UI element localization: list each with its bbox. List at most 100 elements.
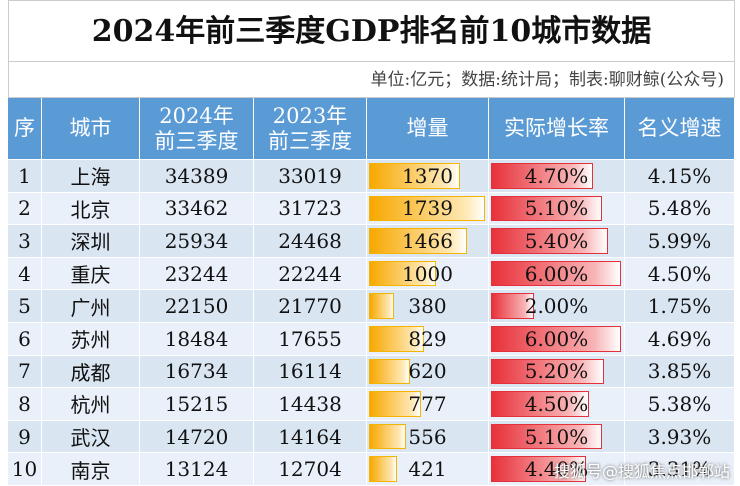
cell-text: 南京 — [70, 458, 111, 483]
table-cell: 13124 — [140, 453, 254, 486]
cell-text: 5 — [18, 294, 31, 319]
table-cell: 4.15% — [625, 160, 735, 193]
cell-text: 6.00% — [524, 326, 589, 351]
cell-text: 3.85% — [647, 359, 712, 384]
cell-text: 4.50% — [647, 261, 712, 286]
table-cell: 1370 — [367, 160, 489, 193]
cell-text: 33462 — [164, 196, 229, 221]
cell-text: 广州 — [70, 295, 111, 320]
cell-text: 16734 — [164, 359, 229, 384]
growth-bar — [491, 391, 589, 417]
table-cell: 南京 — [42, 453, 140, 486]
table-cell: 5 — [8, 290, 42, 323]
table-cell: 4.50% — [489, 388, 625, 421]
table-cell: 4.50% — [625, 257, 735, 291]
header-cell: 城市 — [42, 98, 140, 160]
cell-text: 421 — [408, 457, 447, 482]
header-text: 前三季度 — [154, 128, 239, 153]
cell-text: 33019 — [278, 163, 342, 188]
increment-bar — [369, 358, 411, 385]
cell-text: 深圳 — [70, 230, 111, 255]
header-text: 名义增速 — [637, 116, 722, 140]
table-cell: 16734 — [140, 355, 254, 389]
cell-text: 4 — [18, 261, 31, 286]
table-cell: 深圳 — [42, 225, 140, 258]
table-cell: 6.00% — [489, 323, 625, 356]
table-cell: 14164 — [254, 420, 367, 454]
header-cell: 实际增长率 — [489, 98, 625, 160]
cell-text: 成都 — [70, 360, 111, 385]
cell-text: 上海 — [70, 165, 111, 190]
cell-text: 5.40% — [524, 228, 589, 253]
table-cell: 777 — [367, 388, 489, 421]
cell-text: 556 — [408, 424, 447, 449]
cell-text: 5.38% — [647, 391, 712, 416]
cell-text: 2 — [18, 196, 31, 221]
increment-bar — [369, 326, 425, 352]
table-cell: 1 — [8, 160, 42, 193]
subtitle: 单位:亿元；数据:统计局；制表:聊财鲸(公众号) — [8, 62, 735, 98]
table-cell: 5.10% — [489, 192, 625, 226]
table-cell: 5.40% — [489, 225, 625, 258]
header-text: 2024年 — [159, 103, 234, 128]
cell-text: 4.70% — [524, 163, 589, 188]
cell-text: 25934 — [164, 228, 229, 253]
growth-bar — [491, 423, 602, 450]
cell-text: 16114 — [278, 359, 342, 384]
table-cell: 广州 — [42, 290, 140, 323]
header-text: 实际增长率 — [504, 116, 609, 140]
table-cell: 5.10% — [489, 420, 625, 454]
cell-text: 34389 — [164, 163, 229, 188]
header-cell: 名义增速 — [625, 98, 735, 160]
header-cell: 2024年 前三季度 — [140, 98, 254, 160]
table-cell: 14438 — [254, 388, 367, 421]
cell-text: 1 — [18, 163, 31, 188]
header-text: 序 — [14, 116, 35, 140]
header-text: 2023年 — [272, 103, 348, 128]
table-cell: 1000 — [367, 257, 489, 291]
table-cell: 33462 — [140, 192, 254, 226]
growth-bar — [491, 260, 621, 287]
cell-text: 北京 — [70, 197, 111, 222]
cell-text: 5.10% — [524, 196, 589, 221]
table-cell: 武汉 — [42, 420, 140, 454]
table-cell: 16114 — [254, 355, 367, 389]
table-cell: 上海 — [42, 160, 140, 193]
table-cell: 4 — [8, 257, 42, 291]
table-cell: 17655 — [254, 323, 367, 356]
cell-text: 5.20% — [524, 359, 589, 384]
increment-bar — [369, 423, 407, 450]
growth-bar — [491, 163, 593, 189]
watermark: 搜狐号@搜狐焦点邯郸站 — [553, 462, 730, 481]
table-cell: 5.48% — [625, 192, 735, 226]
cell-text: 1000 — [402, 261, 453, 286]
table-cell: 620 — [367, 355, 489, 389]
increment-bar — [369, 260, 436, 287]
cell-text: 杭州 — [70, 393, 111, 418]
header-text: 城市 — [69, 116, 112, 140]
table-cell: 380 — [367, 290, 489, 323]
cell-text: 3.31% — [647, 457, 712, 482]
table-cell: 北京 — [42, 192, 140, 226]
table-cell: 8 — [8, 388, 42, 421]
cell-text: 7 — [18, 359, 31, 384]
table-cell: 829 — [367, 323, 489, 356]
cell-text: 5.48% — [647, 196, 712, 221]
cell-text: 777 — [408, 391, 447, 416]
cell-text: 苏州 — [70, 328, 111, 353]
table-cell: 22244 — [254, 257, 367, 291]
increment-bar — [369, 293, 395, 319]
table-cell: 7 — [8, 355, 42, 389]
table-cell: 15215 — [140, 388, 254, 421]
cell-text: 5.99% — [647, 228, 712, 253]
cell-text: 4.15% — [647, 163, 712, 188]
table-cell: 6.00% — [489, 257, 625, 291]
table-cell: 6 — [8, 323, 42, 356]
cell-text: 武汉 — [70, 426, 111, 451]
growth-bar — [491, 358, 604, 385]
cell-text: 14720 — [164, 424, 229, 449]
table-cell: 31723 — [254, 192, 367, 226]
cell-text: 5.10% — [524, 424, 589, 449]
table-cell: 4.40% — [489, 453, 625, 486]
